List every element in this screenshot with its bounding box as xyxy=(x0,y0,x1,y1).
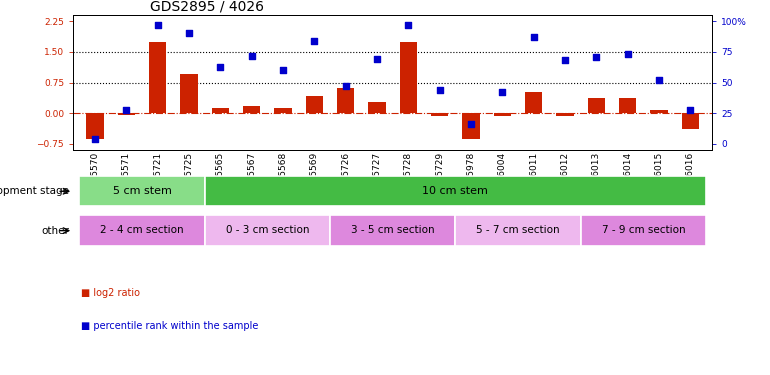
Text: ■ percentile rank within the sample: ■ percentile rank within the sample xyxy=(81,321,258,331)
Bar xyxy=(212,108,229,113)
Bar xyxy=(306,96,323,113)
Bar xyxy=(368,102,386,113)
Text: 3 - 5 cm section: 3 - 5 cm section xyxy=(351,225,434,235)
Point xyxy=(214,63,226,69)
Point xyxy=(120,106,132,112)
Bar xyxy=(149,42,166,113)
Point xyxy=(402,22,414,28)
Bar xyxy=(651,110,668,113)
Bar xyxy=(525,92,542,113)
Bar xyxy=(619,98,636,113)
Bar xyxy=(205,215,330,246)
Point xyxy=(621,51,634,57)
Bar xyxy=(455,215,581,246)
Text: development stage: development stage xyxy=(0,186,69,196)
Text: 5 - 7 cm section: 5 - 7 cm section xyxy=(476,225,560,235)
Bar xyxy=(463,113,480,138)
Bar xyxy=(86,113,104,138)
Point xyxy=(246,53,258,58)
Bar xyxy=(581,215,706,246)
Bar xyxy=(681,113,699,129)
Bar xyxy=(274,108,292,113)
Bar xyxy=(494,113,511,116)
Bar xyxy=(79,215,205,246)
Point xyxy=(371,56,383,62)
Point xyxy=(559,57,571,63)
Text: ■ log2 ratio: ■ log2 ratio xyxy=(81,288,140,297)
Point xyxy=(277,67,290,73)
Text: 5 cm stem: 5 cm stem xyxy=(112,186,172,196)
Point xyxy=(183,30,196,36)
Point xyxy=(590,54,602,60)
Text: 7 - 9 cm section: 7 - 9 cm section xyxy=(601,225,685,235)
Point xyxy=(152,22,164,28)
Bar xyxy=(118,113,135,115)
Bar xyxy=(400,42,417,113)
Point xyxy=(496,89,508,95)
Bar xyxy=(79,176,205,206)
Point xyxy=(340,83,352,89)
Bar xyxy=(330,215,455,246)
Point xyxy=(308,38,320,44)
Text: GDS2895 / 4026: GDS2895 / 4026 xyxy=(150,0,264,14)
Bar xyxy=(243,106,260,113)
Bar xyxy=(205,176,706,206)
Bar xyxy=(180,74,198,113)
Point xyxy=(89,136,101,142)
Point xyxy=(465,121,477,127)
Point xyxy=(527,34,540,40)
Bar xyxy=(588,98,605,113)
Bar xyxy=(337,88,354,113)
Text: other: other xyxy=(42,226,69,236)
Bar xyxy=(431,113,448,116)
Point xyxy=(653,77,665,83)
Bar xyxy=(557,113,574,116)
Text: 0 - 3 cm section: 0 - 3 cm section xyxy=(226,225,309,235)
Text: 10 cm stem: 10 cm stem xyxy=(423,186,488,196)
Text: 2 - 4 cm section: 2 - 4 cm section xyxy=(100,225,184,235)
Point xyxy=(434,87,446,93)
Point xyxy=(685,106,697,112)
